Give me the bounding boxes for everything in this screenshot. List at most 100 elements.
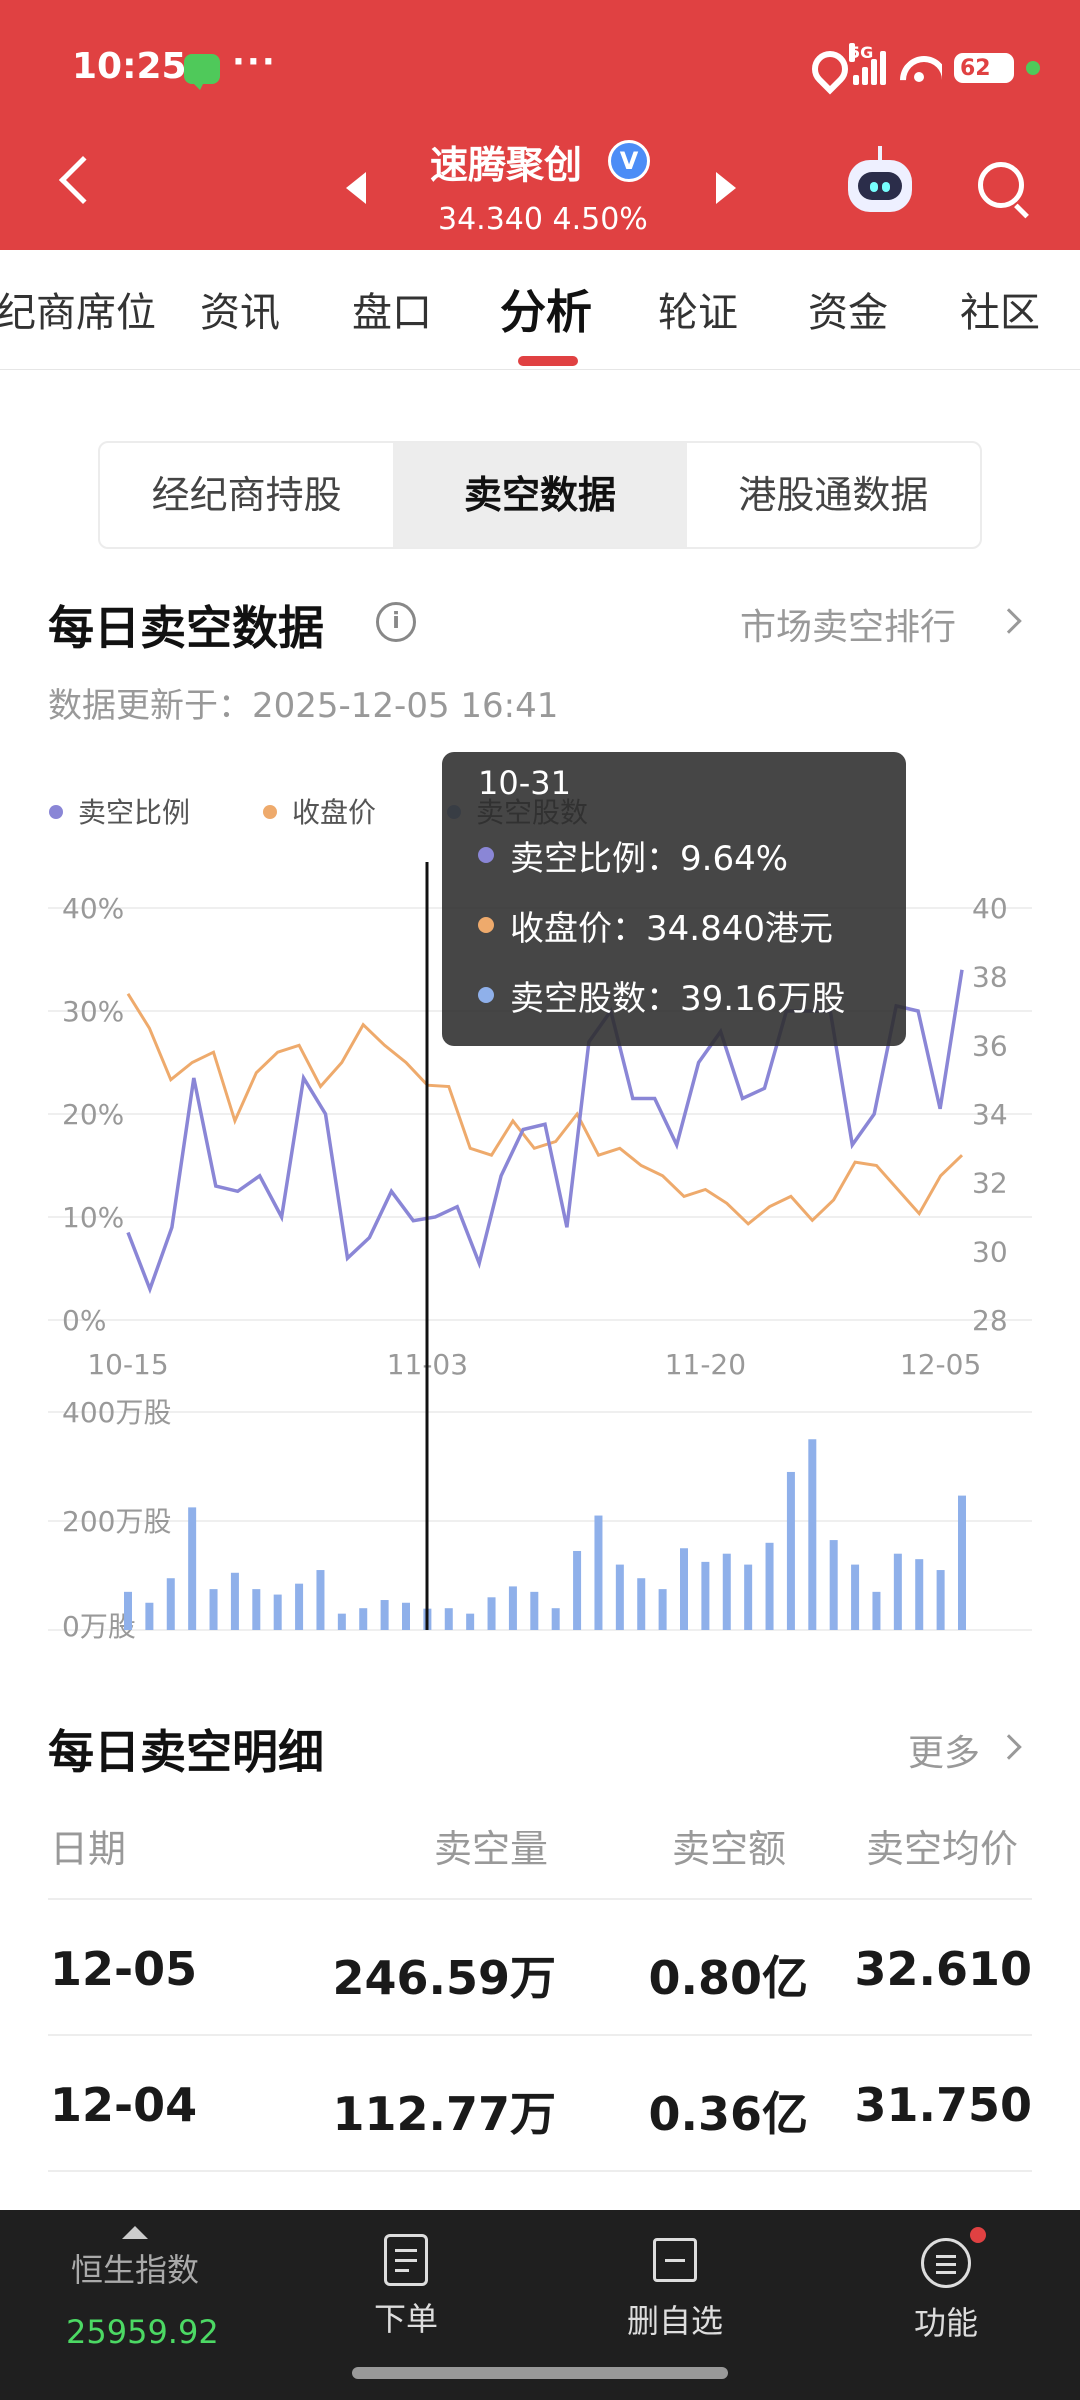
index-ticker[interactable]: 恒生指数 25959.92 [66, 2226, 219, 2351]
row-date: 12-04 [50, 2078, 198, 2132]
message-icon [184, 54, 220, 90]
active-tab-indicator [518, 356, 578, 366]
tab-order-book[interactable]: 盘口 [352, 290, 432, 336]
tab-warrants[interactable]: 轮证 [658, 290, 738, 336]
chart-tooltip: 10-31 卖空比例：9.64% 收盘价：34.840港元 卖空股数：39.16… [442, 752, 906, 1046]
notification-dot [970, 2227, 986, 2243]
updated-value: 2025-12-05 16:41 [252, 686, 559, 726]
search-icon[interactable] [978, 162, 1024, 208]
short-volume-bars [124, 1439, 966, 1630]
volume-bar [872, 1591, 881, 1630]
remove-watchlist-icon [653, 2238, 697, 2282]
order-label: 下单 [373, 2300, 438, 2338]
row-short-volume: 112.77万 [332, 2087, 556, 2141]
index-name: 恒生指数 [70, 2251, 199, 2289]
chevron-right-icon[interactable] [996, 1734, 1022, 1760]
volume-bar [680, 1548, 688, 1630]
tab-community[interactable]: 社区 [960, 290, 1040, 336]
tab-news[interactable]: 资讯 [200, 290, 280, 336]
index-value: 25959.92 [66, 2313, 219, 2351]
order-icon [384, 2234, 428, 2286]
volume-bar [573, 1550, 582, 1630]
sub-tab-broker-holdings[interactable]: 经纪商持股 [151, 473, 342, 517]
volume-bar [380, 1600, 389, 1630]
volume-bar [466, 1613, 475, 1630]
legend-label: 收盘价 [292, 796, 376, 829]
x-tick: 11-20 [665, 1348, 746, 1381]
volume-bar [359, 1608, 368, 1630]
volume-bar [402, 1602, 410, 1630]
volume-bar [209, 1589, 218, 1630]
sub-tab-short-selling[interactable]: 卖空数据 [393, 443, 687, 547]
y-left-tick: 20% [62, 1098, 124, 1131]
ai-assistant-icon[interactable] [848, 146, 912, 212]
tooltip-short-volume: 卖空股数：39.16万股 [510, 978, 846, 1019]
market-short-ranking-link[interactable]: 市场卖空排行 [740, 607, 957, 648]
volume-bar [808, 1439, 817, 1630]
x-tick: 10-15 [87, 1348, 168, 1381]
next-stock-icon[interactable] [716, 172, 736, 204]
legend-dot [49, 805, 63, 819]
row-short-amount: 0.36亿 [648, 2087, 809, 2141]
row-date: 12-05 [50, 1942, 198, 1996]
back-icon[interactable] [58, 155, 108, 205]
tooltip-close-price: 收盘价：34.840港元 [510, 908, 833, 949]
volume-bar [829, 1540, 838, 1630]
volume-tick: 0万股 [62, 1610, 136, 1640]
location-icon [811, 51, 837, 85]
info-icon[interactable]: i [376, 602, 416, 642]
legend-label: 卖空比例 [78, 796, 190, 829]
sub-tabs: 经纪商持股 卖空数据 港股通数据 [98, 441, 982, 549]
volume-bar [615, 1564, 624, 1630]
y-left-tick: 0% [62, 1304, 106, 1337]
functions-button[interactable]: 功能 [896, 2227, 996, 2344]
order-button[interactable]: 下单 [356, 2234, 456, 2340]
battery-level: 62 [960, 55, 991, 81]
volume-bar [530, 1591, 539, 1630]
tooltip-row: 收盘价：34.840港元 [478, 890, 870, 960]
column-date: 日期 [50, 1827, 127, 1871]
more-link[interactable]: 更多 [908, 1733, 981, 1774]
remove-watchlist-label: 删自选 [626, 2302, 723, 2340]
table-row[interactable]: 12-05 246.59万 0.80亿 32.610 [48, 1898, 1032, 2034]
volume-bar [487, 1597, 496, 1630]
volume-bar [145, 1602, 154, 1630]
table-row[interactable]: 12-04 112.77万 0.36亿 31.750 [48, 2034, 1032, 2170]
tab-analysis[interactable]: 分析 [500, 285, 592, 339]
column-avg-price: 卖空均价 [866, 1827, 1019, 1871]
table-row [48, 2170, 1032, 2210]
volume-bar [722, 1553, 731, 1630]
volume-bar [936, 1570, 945, 1630]
legend-dot [263, 805, 277, 819]
daily-short-title: 每日卖空数据 [48, 601, 324, 655]
volume-bar [744, 1564, 753, 1630]
remove-watchlist-button[interactable]: 删自选 [620, 2238, 730, 2342]
volume-bar [765, 1542, 774, 1630]
tooltip-date: 10-31 [478, 764, 571, 802]
volume-bar [188, 1507, 197, 1630]
section-tabs: 纪商席位 资讯 盘口 分析 轮证 资金 社区 [0, 250, 1080, 370]
updated-label: 数据更新于： [48, 686, 252, 726]
y-right-tick: 32 [972, 1167, 1008, 1200]
volume-bar [893, 1553, 902, 1630]
chevron-right-icon[interactable] [996, 608, 1022, 634]
tab-capital[interactable]: 资金 [808, 290, 888, 336]
volume-bar [295, 1583, 304, 1630]
previous-stock-icon[interactable] [346, 172, 366, 204]
row-short-amount: 0.80亿 [648, 1951, 809, 2005]
volume-bar [124, 1591, 132, 1630]
functions-label: 功能 [913, 2304, 978, 2342]
menu-icon [921, 2227, 986, 2288]
tab-broker-seats[interactable]: 纪商席位 [0, 290, 156, 336]
y-left-tick: 40% [62, 892, 124, 925]
sub-tab-southbound[interactable]: 港股通数据 [738, 473, 929, 517]
x-tick: 12-05 [900, 1348, 981, 1381]
home-indicator [352, 2367, 728, 2379]
privacy-dot-icon [1026, 61, 1040, 75]
y-right-tick: 38 [972, 961, 1008, 994]
volume-bar [316, 1570, 325, 1630]
network-type: 5G [849, 43, 874, 62]
y-right-tick: 40 [972, 892, 1008, 925]
status-bar: 10:25 ··· 5G 62 [0, 0, 1080, 130]
